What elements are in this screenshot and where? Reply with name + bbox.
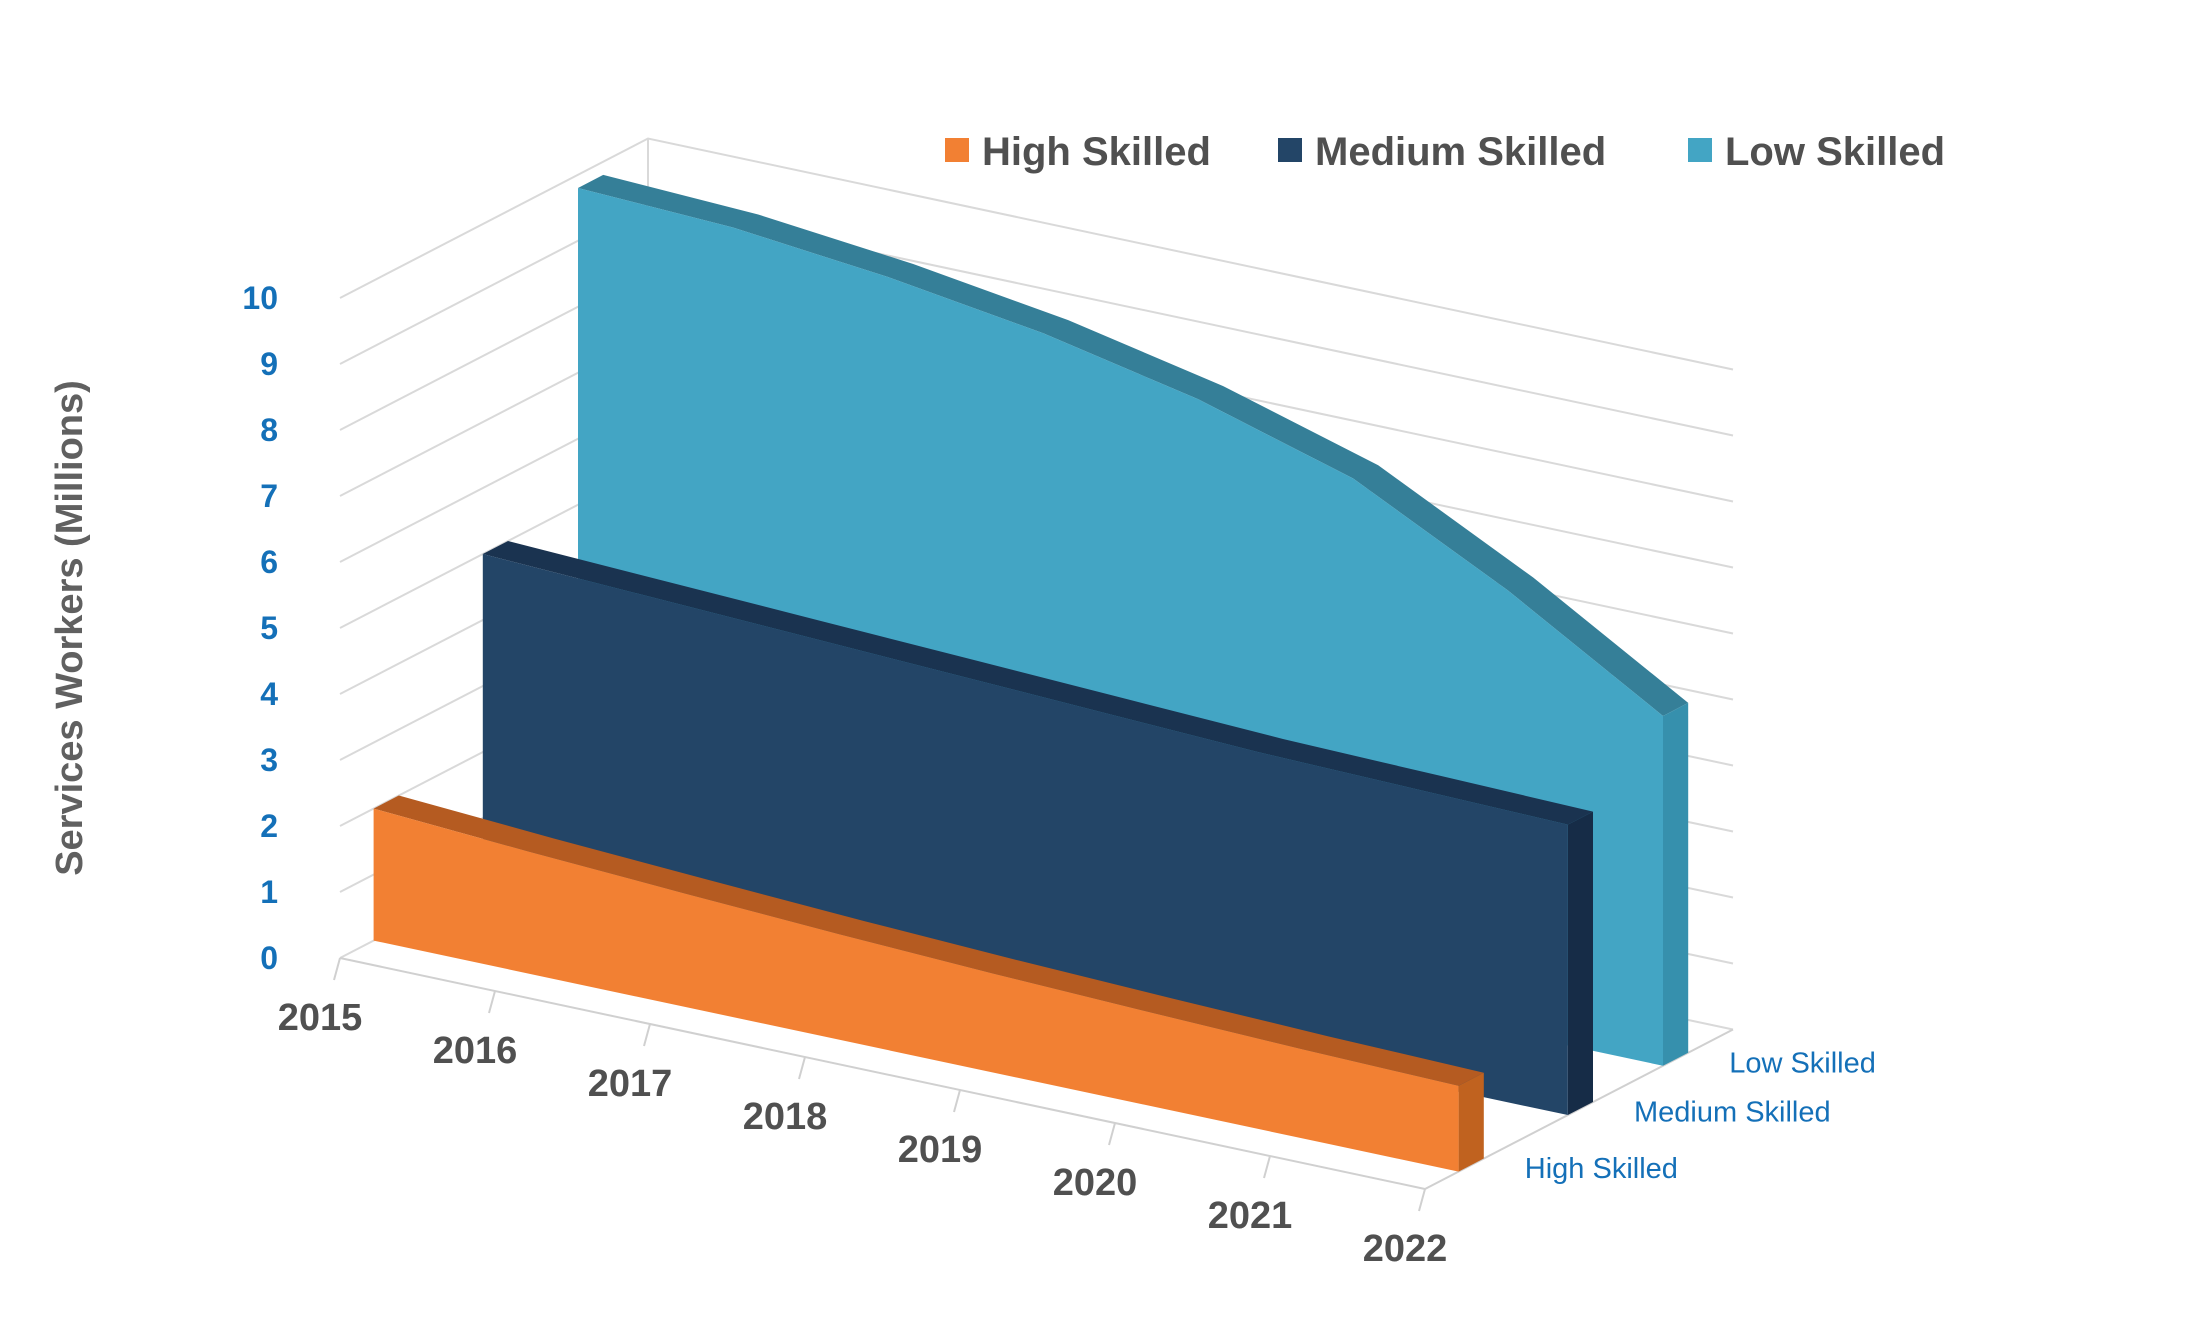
- ribbon-front: [373, 808, 1459, 1172]
- x-tick-label: 2015: [278, 997, 363, 1039]
- x-tick-label: 2021: [1208, 1195, 1293, 1237]
- ribbon-top: [482, 541, 1593, 825]
- series-medium-skilled: [482, 541, 1593, 1116]
- legend-swatch: [1278, 138, 1302, 162]
- y-tick-label: 5: [260, 610, 278, 646]
- x-tick-mark: [488, 990, 496, 1014]
- y-tick-label: 9: [260, 346, 278, 382]
- y-tick-label: 7: [260, 478, 278, 514]
- legend-swatch: [945, 138, 969, 162]
- y-axis-ticks: 0 1 2 3 4 5 6 7 8 9 10: [242, 280, 278, 976]
- depth-tick-label: High Skilled: [1525, 1153, 1678, 1185]
- y-tick-label: 1: [260, 874, 278, 910]
- y-tick-label: 10: [242, 280, 278, 316]
- depth-tick-label: Medium Skilled: [1634, 1097, 1831, 1129]
- x-tick-label: 2017: [588, 1063, 673, 1105]
- x-tick-label: 2022: [1363, 1228, 1448, 1270]
- x-tick-mark: [1108, 1122, 1116, 1146]
- y-tick-label: 3: [260, 742, 278, 778]
- legend: High Skilled Medium Skilled Low Skilled: [945, 130, 1945, 174]
- series-high-skilled: [373, 795, 1484, 1172]
- ribbon-front: [482, 554, 1568, 1116]
- ribbon-side: [1663, 702, 1689, 1066]
- ribbon-side: [1567, 811, 1593, 1116]
- legend-label: Low Skilled: [1725, 130, 1945, 174]
- x-tick-mark: [953, 1089, 961, 1113]
- y-tick-label: 2: [260, 808, 278, 844]
- y-tick-label: 0: [260, 940, 278, 976]
- x-tick-mark: [333, 957, 341, 981]
- depth-tick-label: Low Skilled: [1729, 1047, 1876, 1079]
- legend-label: High Skilled: [982, 130, 1211, 174]
- x-tick-label: 2019: [898, 1129, 983, 1171]
- depth-axis-ticks: High Skilled Medium Skilled Low Skilled: [1525, 1047, 1876, 1185]
- y-tick-label: 4: [260, 676, 278, 712]
- y-tick-label: 6: [260, 544, 278, 580]
- x-tick-mark: [798, 1056, 806, 1080]
- x-tick-mark: [1418, 1188, 1426, 1212]
- ribbon-top: [373, 795, 1484, 1086]
- y-axis-label: Services Workers (Millions): [49, 380, 91, 876]
- y-tick-label: 8: [260, 412, 278, 448]
- series-ribbons: [373, 174, 1689, 1172]
- x-tick-mark: [643, 1023, 651, 1047]
- legend-label: Medium Skilled: [1315, 130, 1606, 174]
- x-tick-label: 2016: [433, 1030, 518, 1072]
- ribbon-side: [1458, 1072, 1484, 1172]
- x-tick-mark: [1263, 1155, 1271, 1179]
- x-tick-label: 2018: [743, 1096, 828, 1138]
- x-axis-ticks: 2015 2016 2017 2018 2019 2020 2021 2022: [278, 997, 1448, 1270]
- x-tick-label: 2020: [1053, 1162, 1138, 1204]
- x-axis-line: [339, 957, 1426, 1190]
- legend-swatch: [1688, 138, 1712, 162]
